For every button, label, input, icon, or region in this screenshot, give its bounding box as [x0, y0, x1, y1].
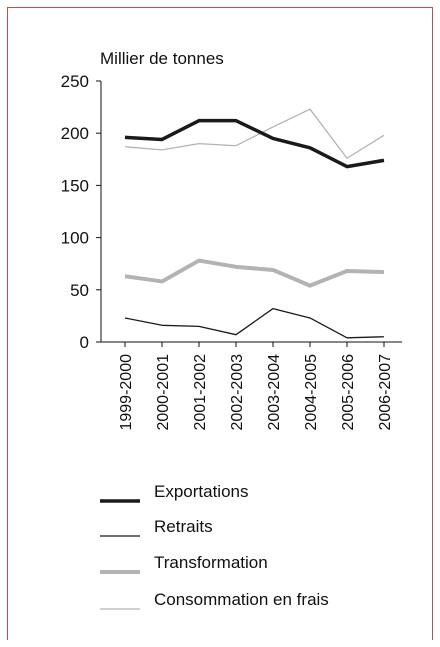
series-line-exportations	[125, 121, 384, 167]
legend-label: Consommation en frais	[154, 590, 329, 609]
y-axis-label: Millier de tonnes	[100, 49, 224, 68]
x-tick-label: 2004-2005	[303, 354, 320, 431]
series-line-consommation-en-frais	[125, 109, 384, 158]
chart-frame: Millier de tonnes 0 50 100 150 200 250 1999-2…	[7, 7, 433, 640]
x-tick-label: 2005-2006	[340, 354, 357, 431]
x-tick-label: 2001-2002	[192, 354, 209, 431]
legend-label: Transformation	[154, 553, 268, 572]
series-line-transformation	[125, 261, 384, 286]
y-tick-label: 50	[70, 281, 89, 300]
legend-label: Exportations	[154, 482, 249, 501]
x-tick-label: 2003-2004	[266, 354, 283, 431]
x-tick-label: 2002-2003	[229, 354, 246, 431]
y-ticks: 0 50 100 150 200 250	[61, 72, 101, 352]
series-line-retraits	[125, 309, 384, 338]
line-chart: Millier de tonnes 0 50 100 150 200 250 1999-2…	[8, 8, 434, 641]
y-tick-label: 150	[61, 176, 89, 195]
y-tick-label: 100	[61, 229, 89, 248]
series-lines	[125, 109, 384, 338]
y-tick-label: 200	[61, 124, 89, 143]
axes	[101, 81, 402, 342]
x-ticks: 1999-2000 2000-2001 2001-2002 2002-2003 2003…	[118, 342, 394, 431]
y-tick-label: 0	[80, 333, 89, 352]
legend: Exportations Retraits Transformation Consom…	[100, 482, 329, 609]
legend-label: Retraits	[154, 517, 213, 536]
x-tick-label: 2006-2007	[377, 354, 394, 431]
x-tick-label: 2000-2001	[155, 354, 172, 431]
x-tick-label: 1999-2000	[118, 354, 135, 431]
y-tick-label: 250	[61, 72, 89, 91]
